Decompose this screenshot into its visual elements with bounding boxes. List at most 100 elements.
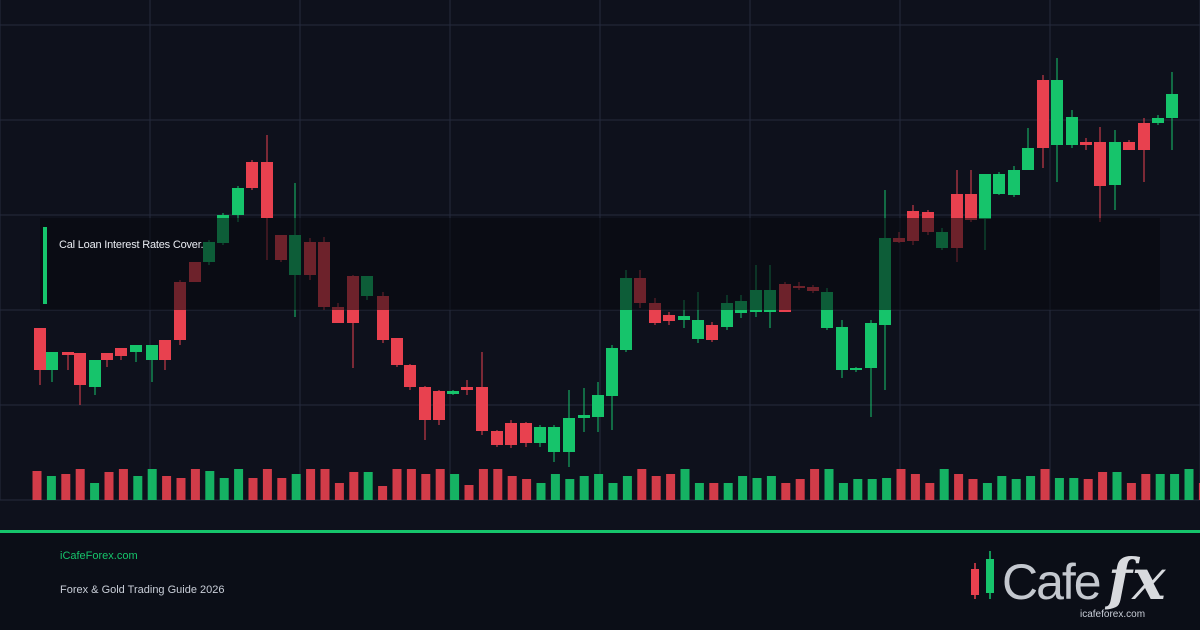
candle-body: [62, 352, 74, 355]
candle-body: [146, 345, 158, 360]
volume-bar: [954, 474, 964, 500]
logo-url: icafeforex.com: [1080, 609, 1146, 620]
candle-body: [1022, 148, 1034, 170]
volume-bar: [147, 469, 157, 500]
candle-body: [419, 387, 431, 420]
candle-body: [979, 174, 991, 219]
volume-bar: [176, 478, 186, 500]
volume-bar: [536, 483, 546, 500]
candle-body: [476, 387, 488, 431]
volume-bar: [450, 474, 460, 500]
candle-body: [461, 387, 473, 390]
volume-bar: [1069, 478, 1079, 500]
volume-bar: [1011, 479, 1021, 500]
candle-body: [520, 423, 532, 443]
volume-bar: [666, 474, 676, 500]
volume-bar: [349, 472, 359, 500]
volume-bar: [1083, 479, 1093, 500]
volume-bar: [651, 476, 661, 500]
candle-body: [332, 307, 344, 323]
candle-body: [993, 174, 1005, 194]
volume-bar: [608, 483, 618, 500]
volume-bar: [277, 478, 287, 500]
volume-bar: [997, 476, 1007, 500]
candle-body: [1051, 80, 1063, 145]
candle-body: [232, 188, 244, 215]
title-banner: Cal Loan Interest Rates Cover.: [40, 218, 1160, 310]
candle-body: [404, 365, 416, 387]
banner-title: Cal Loan Interest Rates Cover.: [59, 239, 204, 251]
volume-bar: [133, 476, 143, 500]
candle-body: [1066, 117, 1078, 145]
candle-body: [606, 348, 618, 396]
candle-body: [491, 431, 503, 445]
volume-bar: [680, 469, 690, 500]
logo-fx-text: fx: [1108, 547, 1166, 613]
volume-bar: [464, 485, 474, 500]
candle-body: [46, 352, 58, 370]
candle-body: [692, 320, 704, 339]
candle-body: [391, 338, 403, 365]
volume-bar: [162, 476, 172, 500]
cafefx-logo: Cafe fx icafeforex.com: [960, 541, 1180, 626]
volume-bar: [781, 483, 791, 500]
volume-bar: [493, 469, 503, 500]
volume-bar: [522, 479, 532, 500]
candle-body: [534, 427, 546, 443]
volume-bar: [104, 472, 114, 500]
candle-body: [563, 418, 575, 452]
candle-body: [592, 395, 604, 417]
candle-body: [1008, 170, 1020, 195]
candle-body: [261, 162, 273, 218]
volume-bar: [363, 472, 373, 500]
candle-body: [663, 315, 675, 321]
volume-bar: [334, 483, 344, 500]
volume-bar: [622, 476, 632, 500]
candle-body: [706, 325, 718, 340]
candle-body: [1094, 142, 1106, 186]
volume-bar: [752, 478, 762, 500]
volume-bar: [190, 469, 200, 500]
volume-bar: [1112, 472, 1122, 500]
volume-bar: [896, 469, 906, 500]
volume-bar: [1126, 483, 1136, 500]
footer: iCafeForex.com Forex & Gold Trading Guid…: [0, 533, 1200, 630]
volume-bar: [378, 486, 388, 500]
candle-body: [1138, 123, 1150, 150]
volume-bar: [824, 469, 834, 500]
candle-body: [34, 328, 46, 370]
volume-bar: [565, 479, 575, 500]
volume-bar: [291, 474, 301, 500]
volume-bar: [709, 483, 719, 500]
volume-bar: [478, 469, 488, 500]
volume-bar: [939, 469, 949, 500]
volume-bar: [594, 474, 604, 500]
candle-body: [101, 353, 113, 360]
volume-bar: [75, 469, 85, 500]
volume-bar: [320, 469, 330, 500]
candle-body: [1080, 142, 1092, 145]
candle-body: [836, 327, 848, 370]
volume-bar: [882, 478, 892, 500]
candle-body: [447, 391, 459, 394]
volume-bar: [982, 483, 992, 500]
volume-bar: [853, 479, 863, 500]
volume-bar: [61, 474, 71, 500]
volume-bar: [205, 471, 215, 500]
volume-bar: [968, 479, 978, 500]
logo-cafe-text: Cafe: [1002, 554, 1102, 610]
site-link[interactable]: iCafeForex.com: [60, 550, 138, 562]
volume-bar: [90, 483, 100, 500]
volume-bar: [406, 469, 416, 500]
candle-body: [246, 162, 258, 188]
volume-bar: [421, 474, 431, 500]
guide-caption: Forex & Gold Trading Guide 2026: [60, 584, 225, 596]
volume-bar: [306, 469, 316, 500]
volume-bar: [32, 471, 42, 500]
candle-body: [115, 348, 127, 356]
volume-bar: [550, 474, 560, 500]
footer-divider: [0, 530, 1200, 533]
volume-bar: [1040, 469, 1050, 500]
volume-bar: [46, 476, 56, 500]
candle-body: [89, 360, 101, 387]
